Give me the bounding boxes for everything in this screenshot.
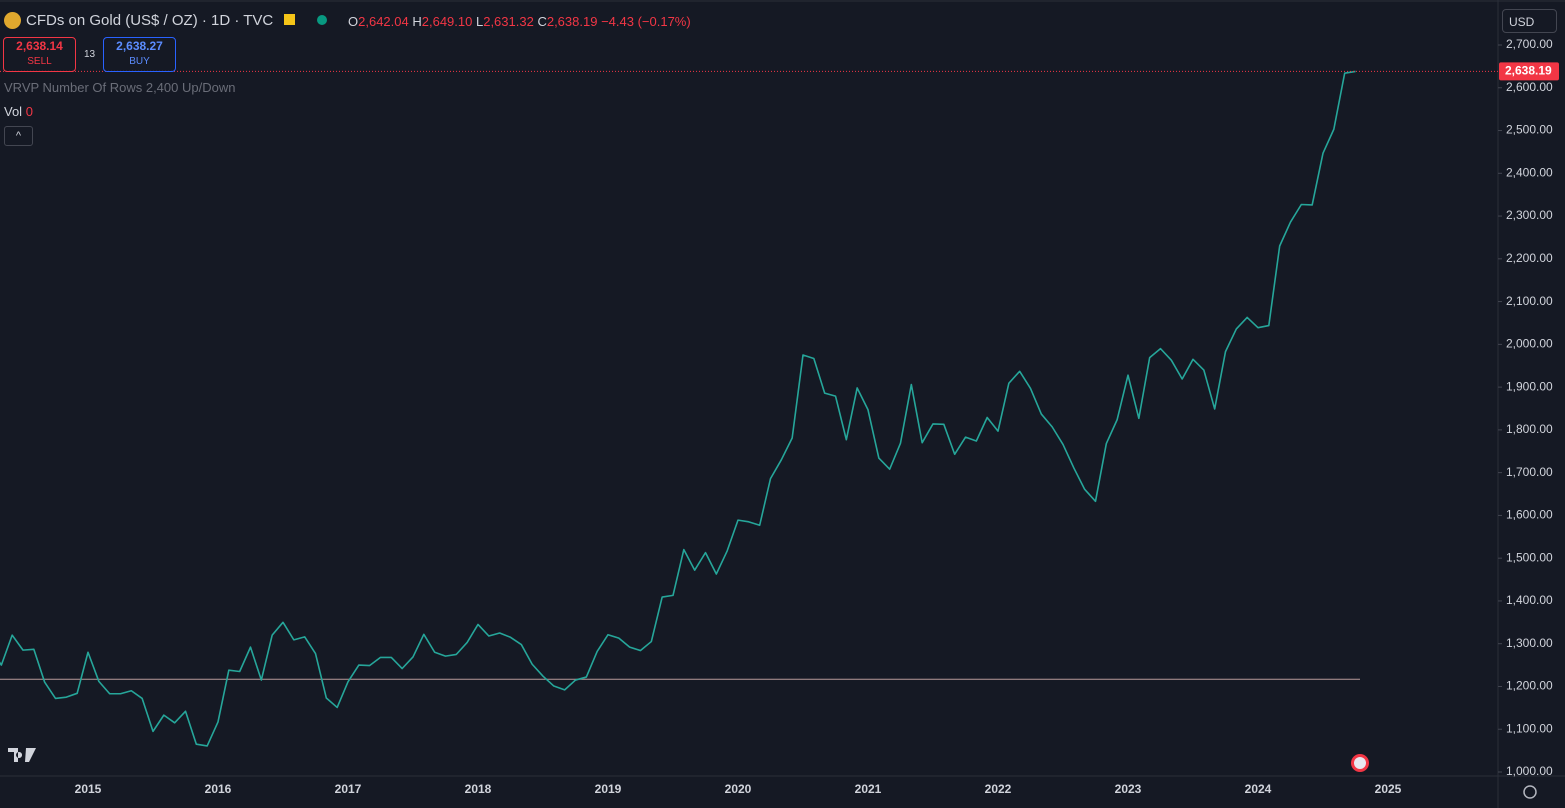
buy-label: BUY [129,56,150,67]
volume-value: 0 [25,104,33,119]
x-tick-label: 2015 [75,782,102,796]
price-line [0,70,1356,747]
y-tick-label: 1,900.00 [1506,379,1553,393]
flag-marker[interactable] [284,14,295,25]
y-tick-label: 1,300.00 [1506,636,1553,650]
y-tick-label: 2,400.00 [1506,165,1553,179]
ohlc-label: C [537,14,547,29]
x-tick-label: 2022 [985,782,1012,796]
x-tick-label: 2019 [595,782,622,796]
y-tick-label: 1,800.00 [1506,422,1553,436]
x-tick-label: 2016 [205,782,232,796]
y-tick-label: 1,100.00 [1506,721,1553,735]
volume-label: Vol [4,104,23,119]
symbol-icon [4,12,21,29]
collapse-button[interactable]: ^ [4,126,33,146]
ohlc-change: −4.43 (−0.17%) [601,14,691,29]
x-tick-label: 2020 [725,782,752,796]
sell-price: 2,638.14 [16,39,63,53]
x-tick-label: 2017 [335,782,362,796]
x-tick-label: 2021 [855,782,882,796]
y-tick-label: 2,700.00 [1506,37,1553,51]
currency-select[interactable]: USD [1502,9,1557,33]
last-price-box [1499,62,1559,81]
ohlc-value: 2,638.19 [546,14,598,29]
y-tick-label: 2,200.00 [1506,251,1553,265]
status-dot [317,15,327,25]
y-tick-label: 2,500.00 [1506,123,1553,137]
y-tick-label: 2,000.00 [1506,337,1553,351]
x-tick-label: 2025 [1375,782,1402,796]
y-tick-label: 1,500.00 [1506,550,1553,564]
volume-legend: Vol 0 [4,104,33,119]
logo [8,748,36,762]
buy-button[interactable]: 2,638.27 BUY [103,37,176,72]
y-tick-label: 2,100.00 [1506,294,1553,308]
ohlc-value: 2,631.32 [483,14,534,29]
y-tick-label: 2,600.00 [1506,80,1553,94]
ohlc: O2,642.04 H2,649.10 L2,631.32 C2,638.19 … [348,14,691,29]
last-price-label: 2,638.19 [1505,64,1552,78]
buy-price: 2,638.27 [116,39,163,53]
y-tick-label: 1,600.00 [1506,508,1553,522]
spread: 13 [84,49,96,60]
ohlc-value: 2,649.10 [421,14,473,29]
indicator-legend: VRVP Number Of Rows 2,400 Up/Down [4,80,236,95]
x-tick-label: 2024 [1245,782,1272,796]
y-tick-label: 1,200.00 [1506,679,1553,693]
symbol-title: CFDs on Gold (US$ / OZ) · 1D · TVC [26,12,274,29]
y-tick-label: 1,400.00 [1506,593,1553,607]
y-tick-label: 1,700.00 [1506,465,1553,479]
ohlc-label: L [475,14,484,29]
ohlc-value: 2,642.04 [358,14,409,29]
flag-icon-inner [1354,757,1366,769]
ohlc-label: H [412,14,422,29]
ohlc-label: O [348,14,359,29]
y-tick-label: 1,000.00 [1506,764,1553,778]
x-tick-label: 2023 [1115,782,1142,796]
y-tick-label: 2,300.00 [1506,208,1553,222]
settings-icon[interactable] [1523,785,1537,799]
sell-label: SELL [27,56,52,67]
x-tick-label: 2018 [465,782,492,796]
currency: USD [1509,15,1535,29]
sell-button[interactable]: 2,638.14 SELL [3,37,76,72]
